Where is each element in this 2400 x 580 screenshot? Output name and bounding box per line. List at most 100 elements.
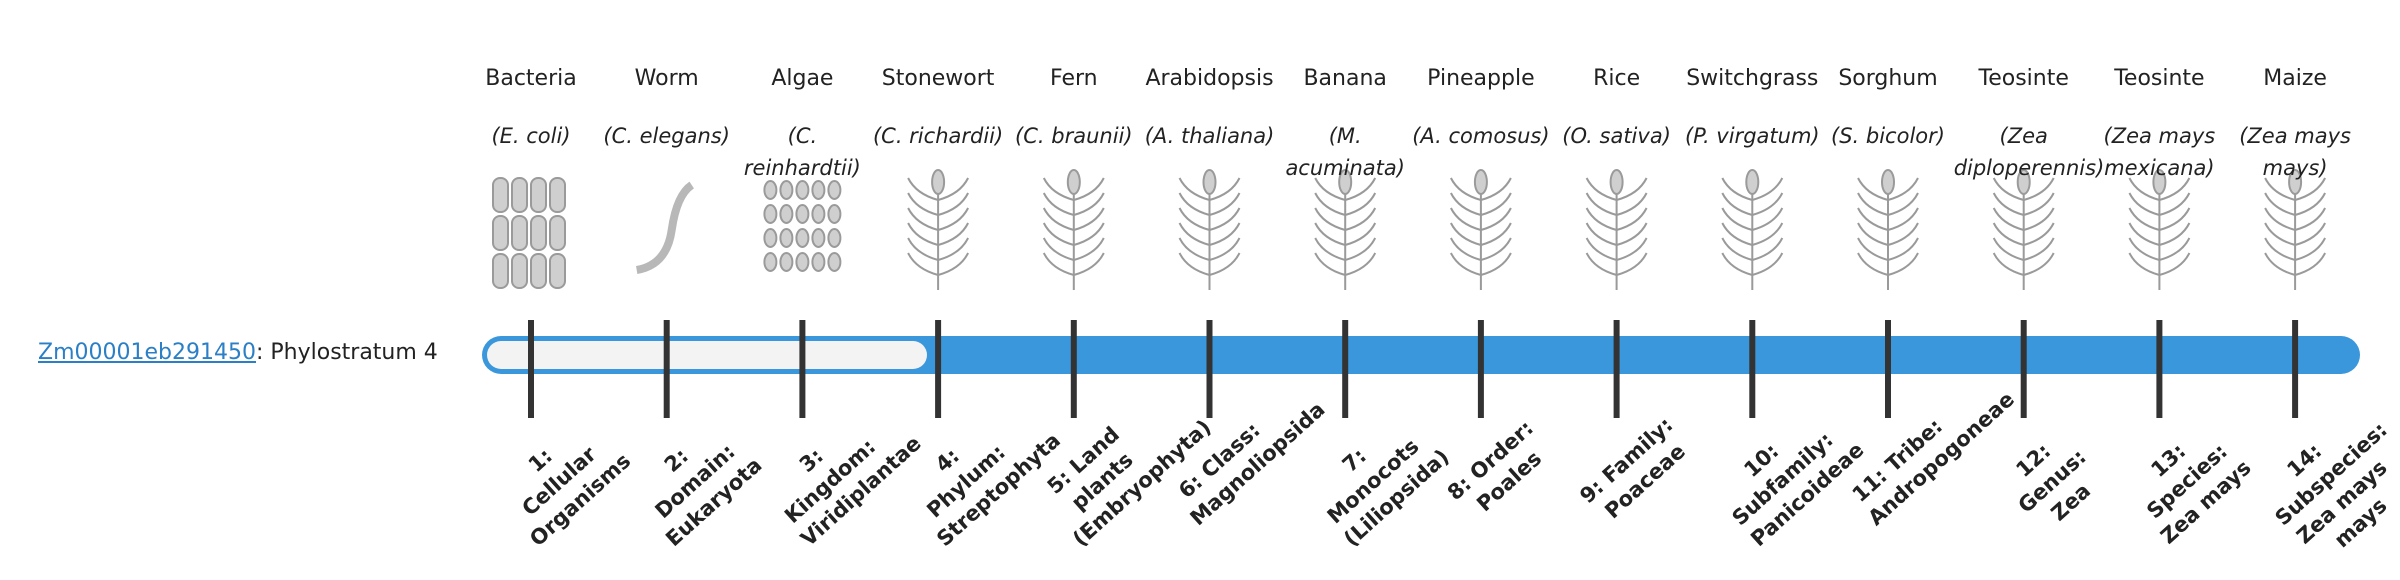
leaf: [1721, 237, 1784, 261]
organism-illustration: [1721, 169, 1784, 290]
organism-name: Teosinte: [1978, 66, 2069, 91]
species-name: (M. acuminata): [1285, 124, 1405, 180]
organism-illustration: [492, 177, 566, 289]
leaf: [1721, 192, 1784, 216]
organism-name: Maize: [2263, 66, 2327, 91]
algae-cell: [779, 228, 794, 248]
leaf: [907, 237, 969, 261]
leaf: [1857, 252, 1919, 276]
leaf: [2264, 252, 2326, 276]
leaf: [1721, 222, 1784, 246]
leaf: [1857, 192, 1919, 216]
leaf: [1178, 177, 1241, 201]
leaf: [2264, 207, 2326, 231]
leaf: [1721, 207, 1784, 231]
organism-illustration: [1450, 169, 1512, 290]
leaf: [2264, 222, 2326, 246]
organism-illustration: [1178, 169, 1241, 290]
leaf: [1992, 177, 2055, 201]
organism-illustration: [2264, 169, 2326, 290]
plant-head: [931, 169, 946, 195]
leaf: [907, 252, 969, 276]
leaf: [1992, 192, 2055, 216]
species-name: (Zea mays mexicana): [2103, 124, 2216, 180]
algae-cell: [811, 228, 826, 248]
leaf: [2264, 177, 2326, 201]
leaf: [1178, 252, 1241, 276]
leaf: [1450, 222, 1512, 246]
leaf: [1585, 222, 1648, 246]
algae-cell: [779, 252, 794, 272]
leaf: [1585, 177, 1648, 201]
algae-cell: [779, 180, 794, 200]
species-name: (Zea diploperennis): [1953, 124, 2105, 180]
gene-link[interactable]: Zm00001eb291450: [38, 340, 256, 365]
leaf: [1992, 222, 2055, 246]
organism-illustration: [1314, 169, 1377, 290]
organism-illustration: [907, 169, 969, 290]
leaf: [1857, 237, 1919, 261]
leaf: [1178, 207, 1241, 231]
cell: [549, 253, 566, 289]
species-name: (A. thaliana): [1144, 124, 1275, 148]
leaf: [1450, 237, 1512, 261]
leaf: [2128, 177, 2191, 201]
leaf: [1314, 237, 1377, 261]
leaf: [1585, 207, 1648, 231]
leaf: [2128, 252, 2191, 276]
plant-head: [2288, 169, 2303, 195]
leaf: [2128, 207, 2191, 231]
leaf: [1585, 237, 1648, 261]
organism-illustration: [1992, 169, 2055, 290]
cell: [492, 177, 509, 213]
leaf: [2264, 237, 2326, 261]
species-name: (P. virgatum): [1684, 124, 1820, 148]
algae-cell: [795, 228, 810, 248]
organism-name: Sorghum: [1838, 66, 1938, 91]
species-name: (Zea mays mays): [2239, 124, 2351, 180]
organism-illustration: [2128, 169, 2191, 290]
leaf: [1721, 177, 1784, 201]
organism-name: Arabidopsis: [1145, 66, 1274, 91]
leaf: [1585, 252, 1648, 276]
cell: [530, 215, 547, 251]
leaf: [1178, 237, 1241, 261]
cell: [549, 215, 566, 251]
gene-suffix: : Phylostratum 4: [255, 340, 438, 365]
leaf: [1992, 207, 2055, 231]
species-name: (A. comosus): [1412, 124, 1550, 148]
leaf: [1042, 222, 1105, 246]
organism-name: Bacteria: [485, 66, 577, 91]
organism-illustration: [763, 180, 842, 272]
organism-name: Banana: [1303, 66, 1387, 91]
organism-illustration: [1585, 169, 1648, 290]
leaf: [1450, 252, 1512, 276]
algae-cell: [827, 228, 842, 248]
plant-head: [1881, 169, 1895, 195]
organism-name: Switchgrass: [1686, 66, 1819, 91]
plant-head: [2152, 169, 2167, 195]
plant-head: [1745, 169, 1760, 195]
algae-cell: [763, 180, 778, 200]
plant-head: [2016, 169, 2031, 195]
species-name: (E. coli): [491, 124, 571, 148]
organism-illustration: [1042, 169, 1105, 290]
plant-head: [1202, 169, 1217, 195]
cell: [511, 215, 528, 251]
leaf: [907, 192, 969, 216]
organism-name: Worm: [634, 66, 699, 91]
leaf: [1314, 252, 1377, 276]
algae-cell: [795, 252, 810, 272]
algae-cell: [811, 180, 826, 200]
plant-head: [1338, 169, 1353, 195]
organism-name: Pineapple: [1427, 66, 1535, 91]
organism-name: Teosinte: [2114, 66, 2205, 91]
leaf: [1857, 177, 1919, 201]
worm: [635, 181, 695, 274]
leaf: [2128, 192, 2191, 216]
leaf: [907, 207, 969, 231]
species-name: (S. bicolor): [1831, 124, 1945, 148]
plant-head: [1066, 169, 1081, 195]
